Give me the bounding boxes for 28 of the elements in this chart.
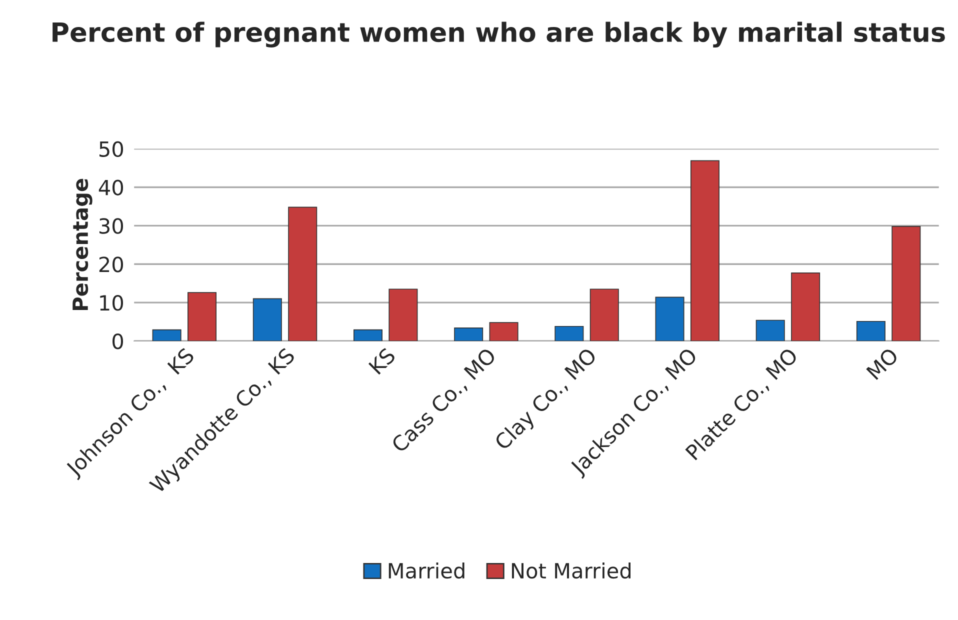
x-tick-label: KS	[368, 346, 396, 375]
bar	[655, 296, 684, 341]
legend-label: Not Married	[512, 562, 630, 579]
bar	[388, 288, 418, 341]
y-tick-label: 20	[99, 256, 124, 272]
y-tick-label: 40	[98, 180, 124, 196]
bar	[554, 326, 584, 341]
bar	[288, 206, 318, 341]
bar	[590, 288, 619, 341]
bar	[152, 329, 182, 341]
bar	[791, 272, 820, 341]
y-tick-label: 30	[99, 218, 124, 234]
bar	[856, 320, 886, 341]
bar	[489, 322, 518, 341]
bar	[690, 160, 720, 341]
y-axis-title: Percentage	[72, 178, 92, 310]
bar	[454, 328, 484, 341]
y-tick-label: 0	[112, 333, 124, 350]
x-tick-label: MO	[866, 346, 900, 380]
bar	[252, 298, 282, 341]
y-tick-label: 50	[99, 141, 124, 158]
y-tick-label: 10	[100, 295, 124, 311]
bar	[756, 320, 785, 341]
bar	[188, 292, 217, 341]
bar	[353, 329, 382, 341]
legend-label: Married	[388, 562, 464, 579]
bar	[892, 226, 921, 341]
chart-title: Percent of pregnant women who are black by marital status	[52, 22, 945, 48]
